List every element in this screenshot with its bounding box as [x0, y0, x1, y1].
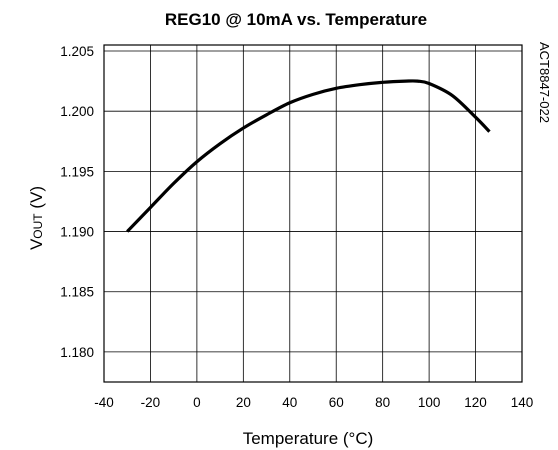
y-tick-label: 1.195: [60, 164, 94, 179]
y-tick-label: 1.180: [60, 345, 94, 360]
x-tick-label: -40: [94, 395, 114, 410]
x-tick-label: -20: [141, 395, 161, 410]
y-tick-label: 1.190: [60, 225, 94, 240]
x-tick-label: 120: [464, 395, 487, 410]
x-tick-label: 20: [236, 395, 251, 410]
y-axis-label-unit: (V): [27, 186, 46, 213]
series-line-0: [126, 79, 491, 233]
x-axis-label: Temperature (°C): [243, 429, 374, 448]
chart-title: REG10 @ 10mA vs. Temperature: [165, 10, 427, 29]
grid-lines: [104, 45, 522, 382]
series-lines: [126, 79, 491, 233]
x-tick-label: 140: [511, 395, 534, 410]
x-tick-label: 60: [329, 395, 344, 410]
x-tick-label: 80: [375, 395, 390, 410]
y-axis-label-main: V: [27, 238, 46, 250]
x-tick-label: 100: [418, 395, 441, 410]
x-tick-labels: -40 -20 0 20 40 60 80 100 120 140: [94, 395, 533, 410]
y-tick-label: 1.185: [60, 285, 94, 300]
y-axis-label-sub: OUT: [31, 213, 45, 239]
figure-id-label: ACT8847-022: [537, 42, 552, 123]
y-tick-label: 1.200: [60, 104, 94, 119]
x-tick-label: 40: [282, 395, 297, 410]
x-tick-label: 0: [193, 395, 201, 410]
y-axis-label: VOUT (V): [27, 186, 46, 250]
y-tick-label: 1.205: [60, 44, 94, 59]
y-tick-labels: 1.180 1.185 1.190 1.195 1.200 1.205: [60, 44, 94, 360]
plot-frame: [103, 44, 523, 383]
